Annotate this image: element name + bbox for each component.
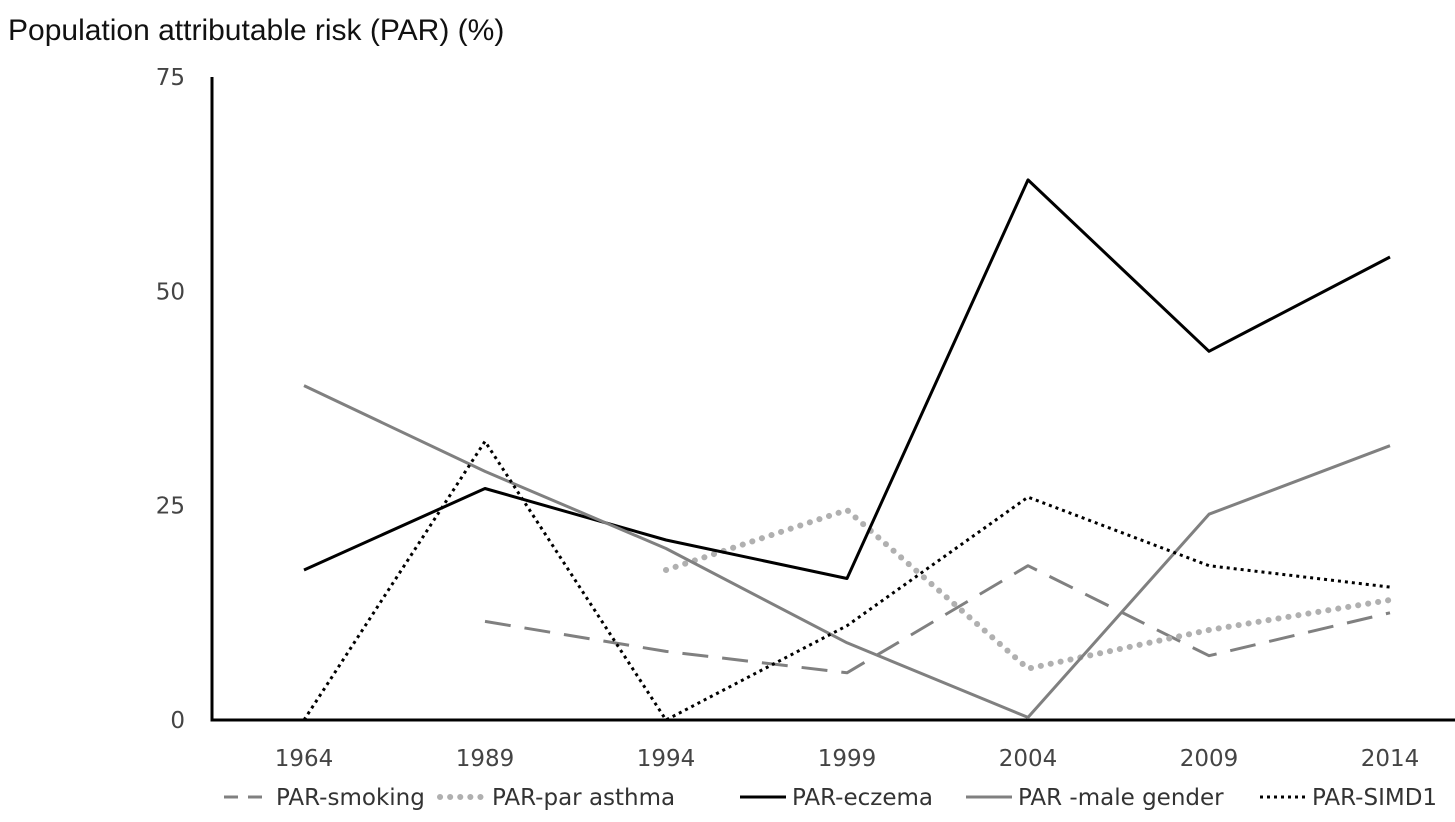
y-tick-label: 50	[156, 279, 185, 305]
x-tick-label: 2004	[999, 746, 1058, 772]
legend-label: PAR-par asthma	[492, 785, 675, 811]
series-line-par-smoking	[484, 564, 1391, 675]
y-axis-title: Population attributable risk (PAR) (%)	[8, 14, 504, 47]
legend-label: PAR-SIMD1	[1312, 785, 1437, 811]
x-tick-label: 2009	[1180, 746, 1239, 772]
y-tick-label: 75	[156, 65, 185, 91]
y-tick-label: 25	[156, 494, 185, 520]
series-line-par-par-asthma	[663, 507, 1393, 672]
x-tick-labels: 1964 1989 1994 1999 2004 2009 2014	[275, 746, 1420, 772]
series-line-par-simd1	[302, 439, 1391, 722]
legend-label: PAR-eczema	[792, 785, 933, 811]
series-line-par-male-gender	[303, 384, 1391, 719]
x-tick-label: 1999	[818, 746, 877, 772]
x-tick-label: 1989	[456, 746, 515, 772]
x-tick-label: 1994	[637, 746, 696, 772]
x-tick-label: 1964	[275, 746, 334, 772]
legend-label: PAR -male gender	[1018, 785, 1224, 811]
y-tick-labels: 0 25 50 75	[156, 65, 185, 734]
series-lines	[302, 178, 1393, 722]
axes	[210, 77, 1455, 722]
legend-label: PAR-smoking	[276, 785, 425, 811]
y-tick-label: 0	[170, 708, 185, 734]
legend: PAR-smoking PAR-par asthma PAR-eczema PAR -…	[224, 785, 1437, 811]
x-tick-label: 2014	[1361, 746, 1420, 772]
series-line-par-eczema	[303, 178, 1391, 580]
